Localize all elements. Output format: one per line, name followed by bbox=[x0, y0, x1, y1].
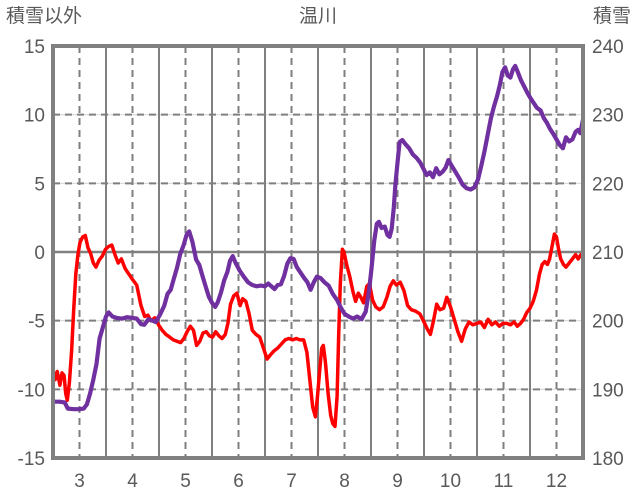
left-axis-tick-label: -10 bbox=[18, 380, 45, 401]
right-axis-tick-label: 200 bbox=[592, 312, 624, 333]
x-axis-tick-label: 6 bbox=[233, 471, 244, 492]
x-axis-tick-label: 4 bbox=[127, 471, 138, 492]
left-axis-tick-label: 10 bbox=[24, 106, 45, 127]
right-axis-title: 積雪 bbox=[592, 6, 631, 27]
x-axis-tick-label: 3 bbox=[74, 471, 85, 492]
right-axis-tick-label: 190 bbox=[592, 380, 624, 401]
plot-border bbox=[51, 44, 585, 460]
chart-title: 温川 bbox=[298, 6, 337, 27]
right-axis-tick-label: 210 bbox=[592, 243, 624, 264]
left-axis-tick-label: 15 bbox=[24, 37, 45, 58]
x-axis-tick-label: 5 bbox=[180, 471, 191, 492]
x-axis-tick-label: 7 bbox=[286, 471, 297, 492]
left-axis-tick-label: -15 bbox=[18, 449, 45, 470]
left-axis-tick-label: 0 bbox=[34, 243, 45, 264]
left-axis-title: 積雪以外 bbox=[6, 6, 83, 27]
x-axis-tick-label: 12 bbox=[546, 471, 567, 492]
right-axis-tick-label: 240 bbox=[592, 37, 624, 58]
left-axis-tick-label: -5 bbox=[28, 312, 45, 333]
right-axis-tick-label: 180 bbox=[592, 449, 624, 470]
right-axis-tick-label: 220 bbox=[592, 174, 624, 195]
left-axis-tick-label: 5 bbox=[34, 174, 45, 195]
right-axis-tick-label: 230 bbox=[592, 106, 624, 127]
x-axis-tick-label: 11 bbox=[494, 471, 514, 492]
x-axis-tick-label: 9 bbox=[392, 471, 403, 492]
x-axis-tick-label: 10 bbox=[440, 471, 461, 492]
snow-depth-series-line bbox=[50, 63, 586, 412]
x-axis-tick-label: 8 bbox=[339, 471, 350, 492]
non-snow-series-line bbox=[51, 232, 585, 429]
